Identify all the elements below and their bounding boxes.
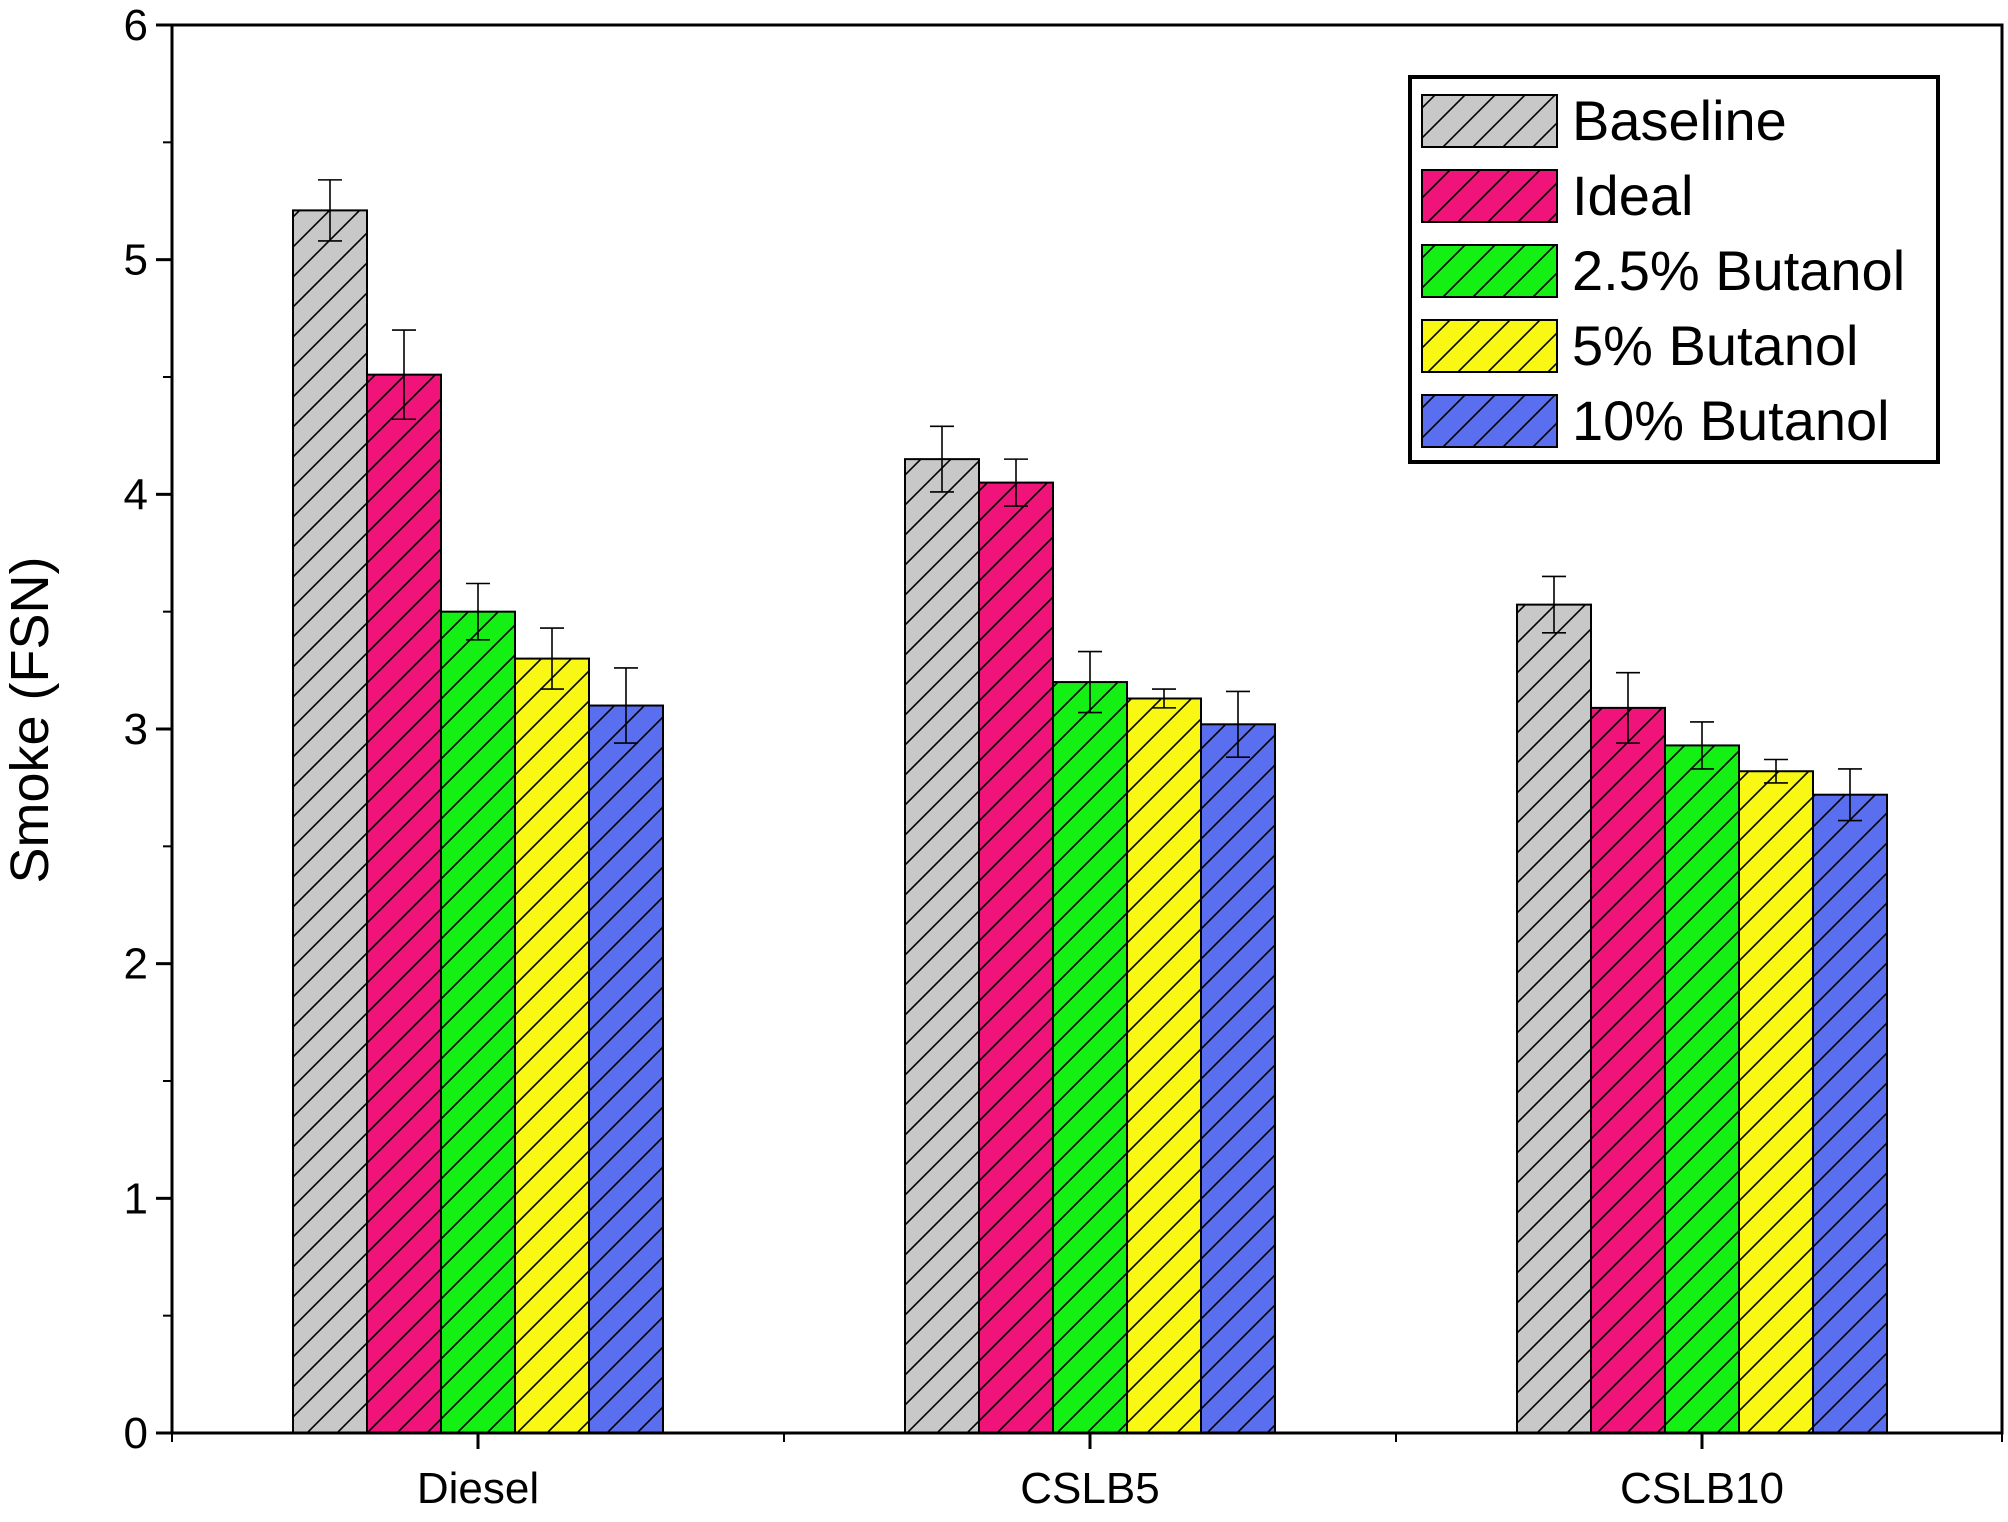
y-tick-label-4: 4: [124, 470, 148, 519]
bar-hatch-cslb5-ideal: [979, 482, 1053, 1434]
bar-hatch-cslb5-2-5-butanol: [1053, 682, 1127, 1433]
bar-hatch-cslb10-10-butanol: [1813, 794, 1887, 1433]
legend-label-10-butanol: 10% Butanol: [1572, 389, 1890, 452]
bar-hatch-diesel-2-5-butanol: [441, 611, 515, 1433]
legend-swatch-hatch-ideal: [1422, 170, 1557, 222]
axes-layer: 0 1 2 3 4 5 6 Diesel CSLB5 CSLB10: [124, 1, 2004, 1513]
bar-hatch-cslb10-ideal: [1591, 707, 1665, 1433]
bar-hatch-diesel-5-butanol: [515, 658, 589, 1433]
x-tick-label-cslb5: CSLB5: [1020, 1464, 1159, 1513]
legend-label-baseline: Baseline: [1572, 89, 1787, 152]
y-tick-label-0: 0: [124, 1409, 148, 1458]
legend-label-ideal: Ideal: [1572, 164, 1693, 227]
legend-label-5-butanol: 5% Butanol: [1572, 314, 1858, 377]
y-tick-label-1: 1: [124, 1174, 148, 1223]
legend-label-2-5-butanol: 2.5% Butanol: [1572, 239, 1905, 302]
bar-hatch-cslb5-baseline: [905, 459, 979, 1434]
bar-hatch-cslb5-10-butanol: [1201, 724, 1275, 1433]
x-tick-label-diesel: Diesel: [417, 1464, 539, 1513]
bar-hatch-cslb10-5-butanol: [1739, 771, 1813, 1433]
bar-hatch-cslb10-2-5-butanol: [1665, 745, 1739, 1433]
x-tick-label-cslb10: CSLB10: [1620, 1464, 1784, 1513]
bar-hatch-cslb5-5-butanol: [1127, 698, 1201, 1433]
legend-swatch-hatch-10-butanol: [1422, 395, 1557, 447]
y-axis-title: Smoke (FSN): [0, 556, 60, 883]
bar-hatch-diesel-10-butanol: [589, 705, 663, 1433]
y-tick-label-2: 2: [124, 940, 148, 989]
bars-layer: [292, 179, 1888, 1435]
legend: Baseline Ideal 2.5% Butanol 5% Butanol 10% B…: [1408, 75, 1940, 464]
bar-hatch-diesel-ideal: [367, 374, 441, 1433]
y-tick-label-5: 5: [124, 236, 148, 285]
legend-swatch-hatch-2-5-butanol: [1422, 245, 1557, 297]
legend-swatch-hatch-baseline: [1422, 95, 1557, 147]
legend-swatch-hatch-5-butanol: [1422, 320, 1557, 372]
y-tick-label-6: 6: [124, 1, 148, 50]
bar-hatch-cslb10-baseline: [1517, 604, 1591, 1433]
y-tick-label-3: 3: [124, 705, 148, 754]
bar-hatch-diesel-baseline: [293, 210, 367, 1433]
